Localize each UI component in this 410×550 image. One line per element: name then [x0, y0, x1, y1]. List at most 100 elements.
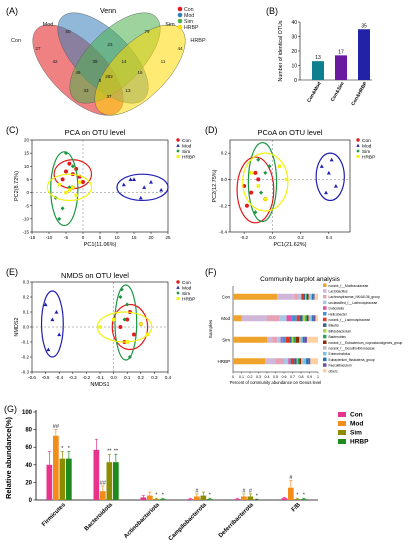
x-tick-label: 0.1 [124, 375, 131, 380]
legend-marker [176, 143, 180, 147]
point-con [118, 325, 123, 329]
venn-legend-label: HRBP [184, 25, 199, 31]
legend-label: Bacteroides [329, 335, 347, 339]
legend-label: Sim [350, 430, 362, 437]
x-tick-label: Bacteroidota [84, 502, 115, 533]
legend-label: Con [350, 412, 363, 419]
panel-a-label: (A) [6, 6, 18, 16]
y-tick-label: 80 [25, 428, 32, 434]
x-axis-title: PC1(21.62%) [273, 242, 306, 248]
legend-label: norank_f__Lachnospiraceae [329, 318, 371, 322]
legend-label: others [329, 369, 339, 373]
confidence-ellipse-mod [116, 173, 169, 202]
bar-mod [241, 496, 247, 500]
y-tick-label: 0.3 [23, 280, 30, 285]
panel-b-label: (B) [266, 6, 278, 16]
point-mod [54, 310, 59, 314]
y-tick-label: 0 [26, 190, 29, 195]
point-hrbp [249, 171, 253, 175]
x-tick-label: 0.6 [282, 375, 287, 379]
venn-region-count: 79 [144, 29, 150, 34]
y-axis-title: Number of identical OTUs [278, 20, 284, 81]
stack-segment [296, 358, 298, 365]
significance-mark: * [209, 493, 212, 499]
y-axis-title: PC2(8.72%) [14, 171, 20, 201]
y-tick-label: 0 [294, 78, 297, 84]
legend-swatch [323, 317, 327, 322]
bar-sim [106, 462, 113, 500]
significance-mark: * [155, 493, 158, 499]
x-axis-title: PC1(11.06%) [84, 242, 117, 248]
x-tick-label: -0.5 [42, 375, 50, 380]
legend-swatch [323, 294, 327, 299]
x-tick-label: -0.1 [96, 375, 104, 380]
point-sim [70, 164, 75, 169]
point-mod [326, 170, 331, 175]
panel-c-label: (C) [6, 125, 19, 135]
y-tick-label: 20 [25, 480, 32, 486]
point-hrbp [277, 164, 282, 168]
point-mod [329, 157, 334, 162]
stack-segment [289, 336, 292, 343]
significance-mark: # [249, 488, 253, 494]
venn-legend-label: Con [184, 7, 194, 13]
y-tick-label: 15 [24, 151, 30, 156]
venn-legend-label: Mod [184, 13, 194, 19]
legend-swatch [323, 351, 327, 356]
point-hrbp [67, 188, 72, 192]
legend-swatch [323, 329, 327, 333]
significance-mark: # [195, 488, 199, 494]
y-tick-label: 0.2 [23, 295, 30, 300]
point-sim [127, 355, 132, 359]
point-sim [119, 287, 124, 292]
point-hrbp [256, 184, 260, 188]
venn-region-count: 23 [107, 42, 113, 47]
point-sim [256, 157, 261, 162]
bar-sim [59, 458, 66, 500]
stack-segment [272, 336, 278, 343]
significance-mark: ## [53, 424, 60, 430]
venn-set-name: Sim [165, 22, 175, 28]
y-tick-label: Con [222, 294, 231, 299]
x-tick-label: 0.7 [290, 375, 295, 379]
x-tick-label: 0.9 [307, 375, 312, 379]
legend-marker [356, 138, 360, 142]
stack-segment [267, 315, 280, 322]
significance-mark: # [289, 475, 293, 481]
stack-segment [302, 315, 306, 322]
y-tick-label: -0.1 [21, 340, 29, 345]
panel-f-label: (F) [205, 267, 217, 277]
stack-segment [299, 315, 303, 322]
legend-label: Con [182, 280, 191, 286]
venn-set-name: HRBP [190, 38, 206, 44]
bar-hrbp [207, 499, 213, 500]
pca-title: PCA on OTU level [65, 128, 126, 137]
stack-segment [291, 315, 297, 322]
panel-b: (B) 0 10 20 30 40 Number of identical OTUs 13 C… [266, 6, 372, 107]
legend-marker [176, 280, 180, 284]
legend-label: Helicobacter [329, 312, 348, 316]
x-tick-label: 0.5 [273, 375, 278, 379]
point-hrbp [71, 185, 75, 190]
stack-segment [310, 358, 318, 365]
stack-segment [288, 358, 290, 365]
venn-region-count: 8 [99, 78, 102, 83]
stack-segment [298, 293, 301, 300]
point-sim [125, 302, 130, 307]
y-tick-label: 40 [291, 20, 297, 26]
stack-segment [308, 358, 311, 365]
stack-segment [315, 315, 318, 322]
stack-segment [306, 293, 309, 300]
pcoa-title: PCoA on OTU level [257, 128, 322, 137]
venn-region-count: 11 [161, 59, 166, 64]
y-axis-title: PC2(12.75%) [212, 169, 218, 202]
plot-frame [229, 139, 351, 233]
legend-marker [176, 155, 180, 158]
plot-frame [31, 139, 169, 233]
venn-region-count: 16 [137, 70, 143, 75]
y-tick-label: 5 [26, 177, 29, 182]
y-tick-label: -0.2 [219, 203, 227, 208]
